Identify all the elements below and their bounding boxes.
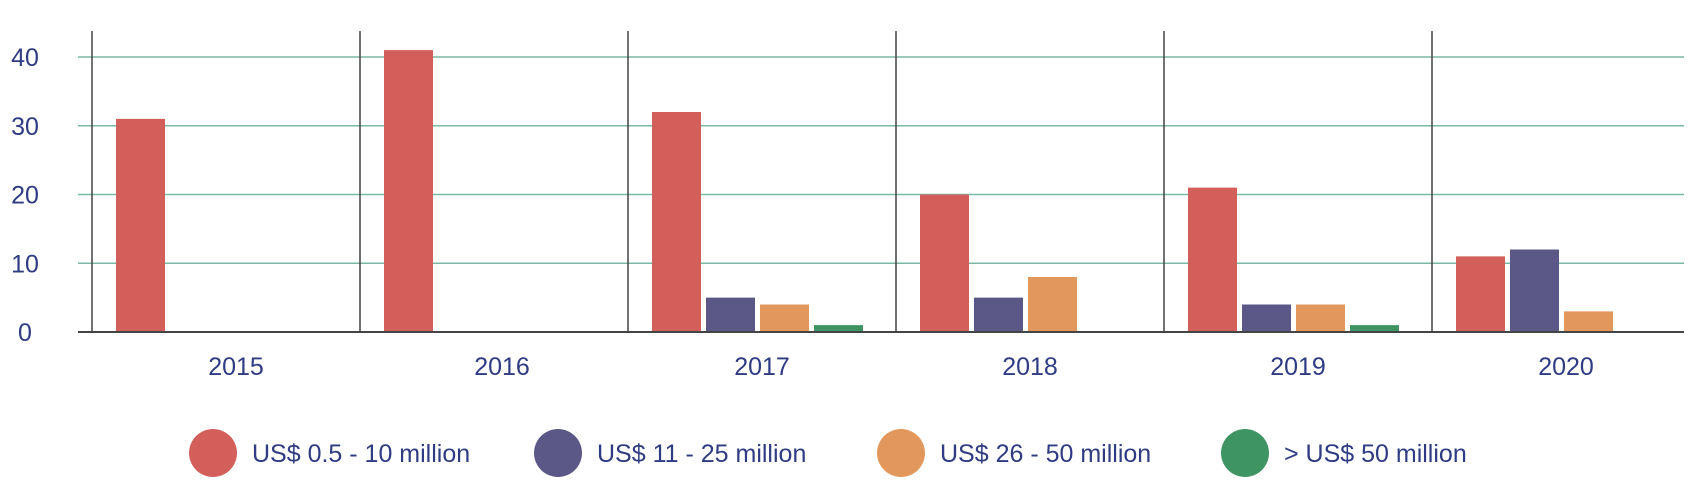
legend-label: US$ 26 - 50 million xyxy=(940,440,1151,468)
legend-label: US$ 11 - 25 million xyxy=(597,440,806,468)
bar-2016-1 xyxy=(384,50,433,332)
y-tick-label: 20 xyxy=(11,182,39,210)
bar-2018-3 xyxy=(1028,277,1077,332)
bar-2017-2 xyxy=(706,297,755,332)
x-tick-label: 2020 xyxy=(1538,353,1594,381)
legend-swatch xyxy=(189,429,237,477)
bar-2018-2 xyxy=(974,297,1023,332)
bar-2020-1 xyxy=(1456,256,1505,332)
bar-2019-2 xyxy=(1242,304,1291,332)
y-tick-label: 0 xyxy=(18,319,32,347)
x-tick-label: 2018 xyxy=(1002,353,1058,381)
legend-swatch xyxy=(1221,429,1269,477)
x-tick-label: 2015 xyxy=(208,353,264,381)
bar-2019-1 xyxy=(1188,187,1237,332)
bar-2015-1 xyxy=(116,118,165,332)
y-tick-label: 30 xyxy=(11,113,39,141)
bar-2017-4 xyxy=(814,325,863,332)
legend-label: US$ 0.5 - 10 million xyxy=(252,440,470,468)
bar-2017-1 xyxy=(652,112,701,332)
bar-2017-3 xyxy=(760,304,809,332)
legend-swatch xyxy=(877,429,925,477)
bar-2019-3 xyxy=(1296,304,1345,332)
legend-label: > US$ 50 million xyxy=(1284,440,1467,468)
bar-2020-3 xyxy=(1564,311,1613,332)
y-tick-label: 10 xyxy=(11,250,39,278)
x-tick-label: 2019 xyxy=(1270,353,1326,381)
bar-2020-2 xyxy=(1510,249,1559,332)
bar-2019-4 xyxy=(1350,325,1399,332)
legend-swatch xyxy=(534,429,582,477)
x-tick-label: 2016 xyxy=(474,353,530,381)
y-tick-label: 40 xyxy=(11,44,39,72)
bar-2018-1 xyxy=(920,194,969,332)
x-tick-label: 2017 xyxy=(734,353,790,381)
